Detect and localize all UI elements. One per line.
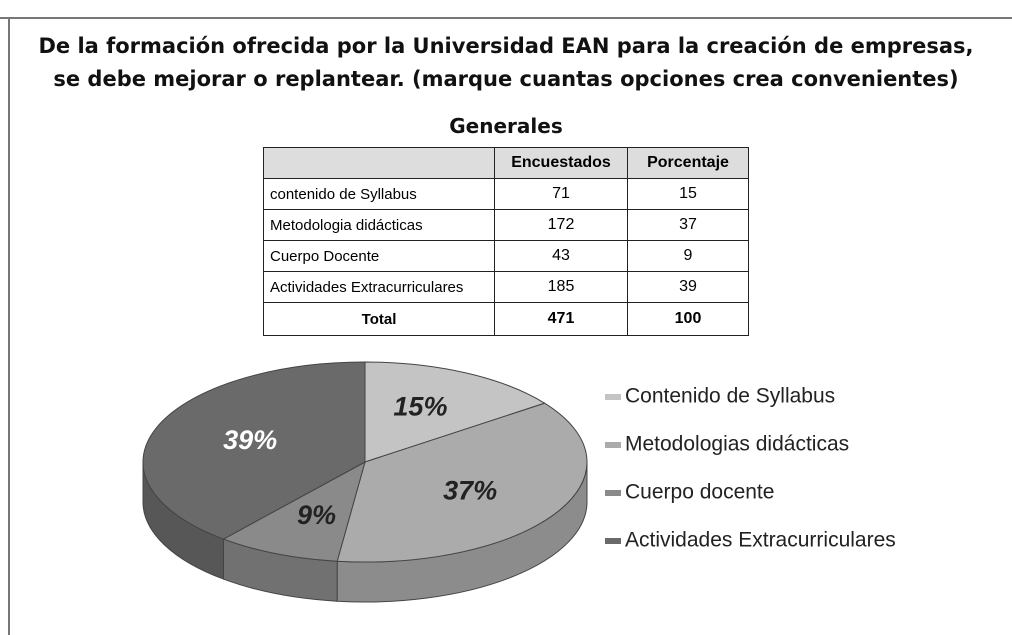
data-label: 39% [223,425,277,455]
header-cell: Encuestados [494,147,628,179]
table-cell: Metodologia didácticas [263,209,495,241]
table-cell: contenido de Syllabus [263,178,495,210]
table-cell: 185 [494,271,628,303]
table-row: contenido de Syllabus 71 15 [263,178,749,210]
data-label: 15% [393,392,447,422]
table-cell: 471 [494,302,628,336]
pie: 15% 37% 9% 39% Contenido de Syllabus Metodolo… [142,361,896,603]
table-cell: Actividades Extracurriculares [263,271,495,303]
table-row: Cuerpo Docente 43 9 [263,240,749,272]
pie-slice [336,402,588,563]
table-cell: 43 [494,240,628,272]
table-cell: 9 [627,240,749,272]
title-line: se debe mejorar o replantear. (marque cu… [53,67,959,91]
header-cell [263,147,495,179]
legend-label: Cuerpo docente [625,481,774,504]
table-row: Metodologia didácticas 172 37 [263,209,749,241]
table-cell: 39 [627,271,749,303]
legend-marker [605,538,621,544]
legend-label: Metodologias didácticas [625,433,849,456]
title-line: De la formación ofrecida por la Universi… [38,34,974,58]
table-cell: 15 [627,178,749,210]
legend-marker [605,394,621,400]
table-cell: 172 [494,209,628,241]
header-row: Encuestados Porcentaje [263,147,749,179]
legend-label: Actividades Extracurriculares [625,529,896,552]
header-cell: Porcentaje [627,147,749,179]
table-row: Total 471 100 [263,302,749,336]
data-label: 9% [297,500,336,530]
table-body: contenido de Syllabus 71 15 Metodologia did… [263,178,749,336]
table-cell: 37 [627,209,749,241]
table-cell: 71 [494,178,628,210]
table: Encuestados Porcentaje contenido de Syll… [263,147,749,336]
data-label: 37% [443,476,497,506]
legend-marker [605,490,621,496]
table-cell: 100 [627,302,749,336]
table-cell: Total [263,302,495,336]
table-title: Generales [449,114,563,138]
pie-slice [222,460,366,562]
legend-label: Contenido de Syllabus [625,385,835,408]
pie-slice [142,361,366,540]
table-cell: Cuerpo Docente [263,240,495,272]
table-row: Actividades Extracurriculares 185 39 [263,271,749,303]
pie-slice [364,361,546,463]
legend-marker [605,442,621,448]
